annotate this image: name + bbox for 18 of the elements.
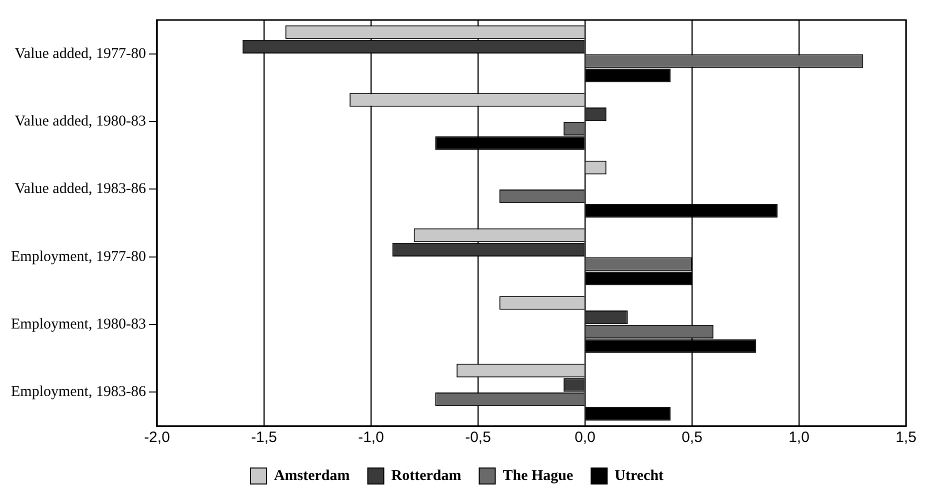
x-tick-label: -1,0 (358, 429, 384, 446)
legend-label: Utrecht (614, 468, 664, 484)
y-tick-label: Employment, 1983-86 (10, 384, 146, 400)
x-tick-label: 0,5 (682, 429, 702, 446)
legend-label: The Hague (502, 468, 574, 484)
legend-label: Rotterdam (391, 468, 462, 484)
x-tick-label: -2,0 (144, 429, 170, 446)
y-tick-label: Value added, 1980-83 (14, 113, 146, 130)
y-tick-label: Employment, 1977-80 (10, 248, 146, 265)
x-tick-label: -0,5 (465, 429, 491, 446)
x-tick-label: 1,5 (896, 429, 916, 446)
legend-label: Amsterdam (274, 468, 350, 484)
x-tick-label: 1,0 (788, 429, 810, 446)
x-tick-label: 0,0 (574, 429, 596, 446)
y-tick-label: Value added, 1977-80 (14, 46, 146, 62)
y-tick-label: Value added, 1983-86 (14, 181, 146, 198)
y-tick-label: Employment, 1980-83 (10, 316, 146, 332)
x-tick-label: -1,5 (251, 429, 277, 446)
